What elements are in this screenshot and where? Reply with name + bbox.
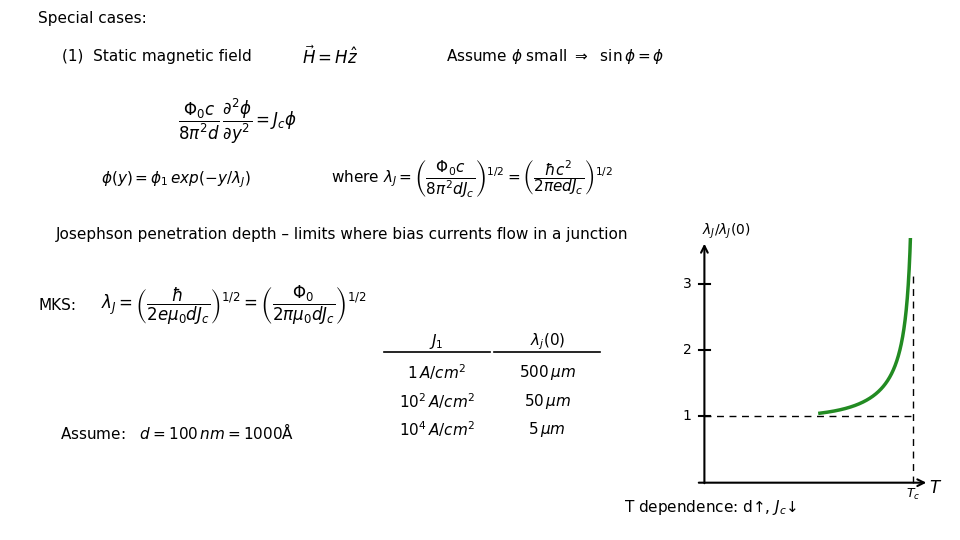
- Text: $500\,\mu m$: $500\,\mu m$: [518, 363, 576, 382]
- Text: $\vec{H} = H\hat{z}$: $\vec{H} = H\hat{z}$: [302, 45, 359, 68]
- Text: (1)  Static magnetic field: (1) Static magnetic field: [62, 49, 252, 64]
- Text: $50\,\mu m$: $50\,\mu m$: [523, 392, 571, 411]
- Text: Special cases:: Special cases:: [38, 11, 147, 26]
- Text: $\lambda_J/\lambda_J(0)$: $\lambda_J/\lambda_J(0)$: [703, 221, 751, 241]
- Text: $10^4\,A/cm^2$: $10^4\,A/cm^2$: [398, 420, 475, 439]
- Text: where $\lambda_J = \left(\dfrac{\Phi_0 c}{8\pi^2 d J_c}\right)^{1/2} = \left(\df: where $\lambda_J = \left(\dfrac{\Phi_0 c…: [331, 158, 613, 200]
- Text: $5\,\mu m$: $5\,\mu m$: [528, 420, 566, 439]
- Text: Assume $\phi$ small $\Rightarrow$  $\sin\phi = \phi$: Assume $\phi$ small $\Rightarrow$ $\sin\…: [446, 47, 665, 66]
- Text: $\lambda_j(0)$: $\lambda_j(0)$: [530, 331, 564, 352]
- Text: 2: 2: [684, 343, 692, 357]
- Text: Assume:   $d = 100\,nm = 1000$Å: Assume: $d = 100\,nm = 1000$Å: [60, 422, 294, 442]
- Text: $1\,A/cm^2$: $1\,A/cm^2$: [407, 363, 467, 382]
- Text: $T_c$: $T_c$: [905, 487, 920, 502]
- Text: $\phi(y) = \phi_1\, exp(-y/\lambda_J)$: $\phi(y) = \phi_1\, exp(-y/\lambda_J)$: [101, 169, 251, 190]
- Text: MKS:: MKS:: [38, 298, 77, 313]
- Text: $\dfrac{\Phi_0 c}{8\pi^2 d}\,\dfrac{\partial^2 \phi}{\partial y^2} = J_c \phi$: $\dfrac{\Phi_0 c}{8\pi^2 d}\,\dfrac{\par…: [178, 97, 297, 146]
- Text: T dependence: d↑, $J_c$↓: T dependence: d↑, $J_c$↓: [624, 498, 797, 517]
- Text: $\lambda_J = \left(\dfrac{\hbar}{2e\mu_0 d J_c}\right)^{1/2} = \left(\dfrac{\Phi: $\lambda_J = \left(\dfrac{\hbar}{2e\mu_0…: [101, 284, 366, 327]
- Text: $T$: $T$: [928, 479, 942, 497]
- Text: 3: 3: [684, 277, 692, 291]
- Text: Josephson penetration depth – limits where bias currents flow in a junction: Josephson penetration depth – limits whe…: [56, 227, 628, 242]
- Text: $J_1$: $J_1$: [429, 332, 444, 351]
- Text: $10^2\,A/cm^2$: $10^2\,A/cm^2$: [398, 392, 475, 411]
- Text: 1: 1: [683, 409, 692, 423]
